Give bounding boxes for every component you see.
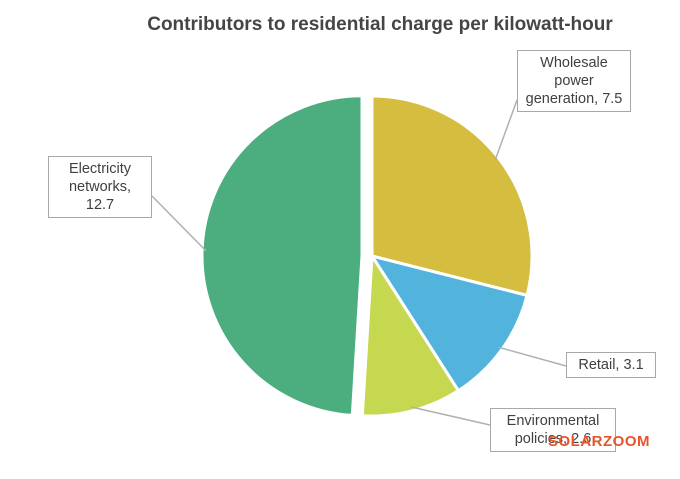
pie-slice [360,251,461,418]
data-label: Wholesale power generation, 7.5 [517,50,631,112]
leader-line [498,346,567,367]
pie-slice [370,94,534,298]
leader-line [151,195,207,252]
pie-slice [368,253,529,393]
leader-line [411,406,491,426]
data-label: Retail, 3.1 [566,352,656,378]
leader-line [494,99,518,161]
chart-title: Contributors to residential charge per k… [147,14,613,35]
data-label: Electricity networks, 12.7 [48,156,152,218]
data-label: Environmental policies, 2.6 [490,408,616,452]
pie-slice [200,94,364,417]
watermark: SOLARZOOM [548,433,650,450]
